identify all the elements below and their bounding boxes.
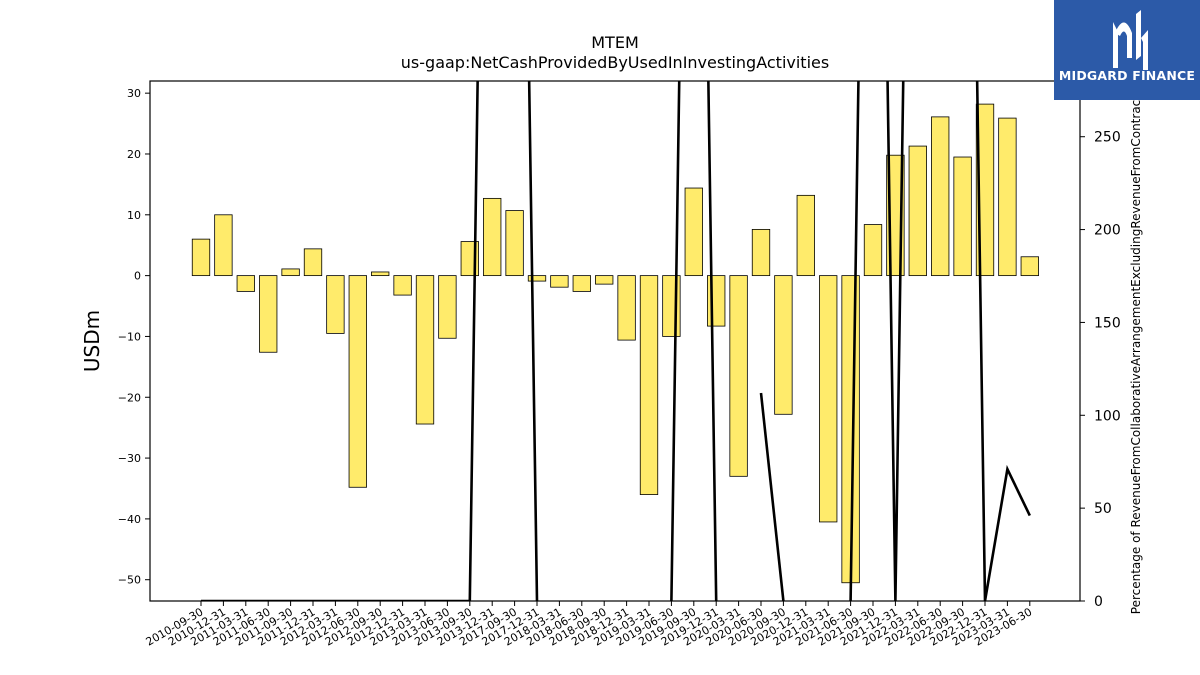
bar-2013-06-30 bbox=[438, 275, 457, 339]
bar-2012-12-31 bbox=[393, 275, 412, 296]
series-line-segment-2 bbox=[670, 81, 718, 601]
brand-logo: MIDGARD FINANCE bbox=[1054, 0, 1200, 100]
bar-2019-06-30 bbox=[662, 275, 681, 337]
bar-2019-12-31 bbox=[707, 275, 726, 327]
bar-2023-03-31 bbox=[998, 117, 1017, 277]
y-tick-label: −20 bbox=[118, 391, 141, 404]
x-axis: 2010-09-302010-12-312011-03-312011-06-30… bbox=[144, 601, 1034, 649]
bar-2013-03-31 bbox=[415, 275, 435, 425]
line-layer bbox=[201, 81, 1031, 601]
bar-2022-09-30 bbox=[953, 156, 972, 277]
bar-2020-06-30 bbox=[751, 228, 771, 277]
y-tick-label: −40 bbox=[118, 513, 141, 526]
series-line-segment-3 bbox=[759, 392, 785, 601]
bar-2022-06-30 bbox=[931, 116, 950, 277]
bar-2010-09-30 bbox=[191, 238, 211, 277]
series-line-segment-0 bbox=[201, 81, 539, 601]
bar-2018-06-30 bbox=[572, 275, 591, 292]
y2-tick-label: 0 bbox=[1094, 594, 1103, 610]
y-axis-label: USDm bbox=[80, 310, 104, 372]
y2-tick-label: 150 bbox=[1094, 315, 1121, 331]
bar-2012-03-31 bbox=[326, 275, 345, 334]
y-axis: 30 20 10 0 −10 −20 −30 −40 −50 bbox=[118, 87, 150, 587]
series-line-segment-4 bbox=[849, 81, 905, 601]
series-line-segment-5 bbox=[975, 81, 1031, 601]
bar-2020-03-31 bbox=[729, 275, 748, 477]
bar-2017-09-30 bbox=[505, 210, 524, 277]
bar-2021-03-31 bbox=[819, 275, 838, 523]
bar-2013-12-31 bbox=[483, 197, 502, 277]
y2-axis: 0 50 100 150 200 250 bbox=[1080, 130, 1121, 610]
bar-2011-12-31 bbox=[303, 248, 323, 277]
chart-title: MTEM bbox=[591, 33, 639, 52]
y-tick-label: −50 bbox=[118, 574, 141, 587]
y2-tick-label: 200 bbox=[1094, 223, 1121, 239]
y-tick-label: −10 bbox=[118, 330, 141, 343]
bar-2018-09-30 bbox=[595, 275, 614, 285]
y-tick-label: 0 bbox=[134, 270, 141, 283]
y-tick-label: 30 bbox=[127, 87, 141, 100]
plot-frame bbox=[149, 80, 1081, 602]
brand-name: MIDGARD FINANCE bbox=[1058, 68, 1196, 83]
bar-2022-03-31 bbox=[908, 145, 927, 277]
bar-2012-06-30 bbox=[348, 275, 367, 488]
bar-2018-03-31 bbox=[550, 275, 569, 288]
bar-2011-06-30 bbox=[259, 275, 278, 353]
bar-2019-03-31 bbox=[639, 275, 659, 495]
bar-2020-12-31 bbox=[796, 194, 815, 277]
y-tick-label: 10 bbox=[127, 209, 141, 222]
bar-2018-12-31 bbox=[617, 275, 636, 341]
bar-2012-09-30 bbox=[371, 271, 390, 277]
y-tick-label: −30 bbox=[118, 452, 141, 465]
chart-subtitle: us-gaap:NetCashProvidedByUsedInInvesting… bbox=[401, 53, 829, 72]
y2-tick-label: 100 bbox=[1094, 408, 1121, 424]
y-tick-label: 20 bbox=[127, 148, 141, 161]
bar-2011-03-31 bbox=[236, 275, 255, 292]
bar-2011-09-30 bbox=[281, 268, 300, 277]
y2-tick-label: 50 bbox=[1094, 501, 1112, 517]
bar-2023-06-30 bbox=[1020, 256, 1039, 277]
bars-layer bbox=[191, 103, 1039, 584]
bar-2017-12-31 bbox=[527, 275, 547, 282]
bar-2019-09-30 bbox=[684, 187, 703, 277]
bar-2010-12-31 bbox=[214, 214, 233, 277]
bar-2020-09-30 bbox=[774, 275, 793, 415]
midgard-logo-icon bbox=[1113, 10, 1148, 70]
y2-axis-label: Percentage of RevenueFromCollaborativeAr… bbox=[1129, 68, 1143, 614]
y2-tick-label: 250 bbox=[1094, 130, 1121, 146]
bar-2021-09-30 bbox=[863, 224, 883, 277]
